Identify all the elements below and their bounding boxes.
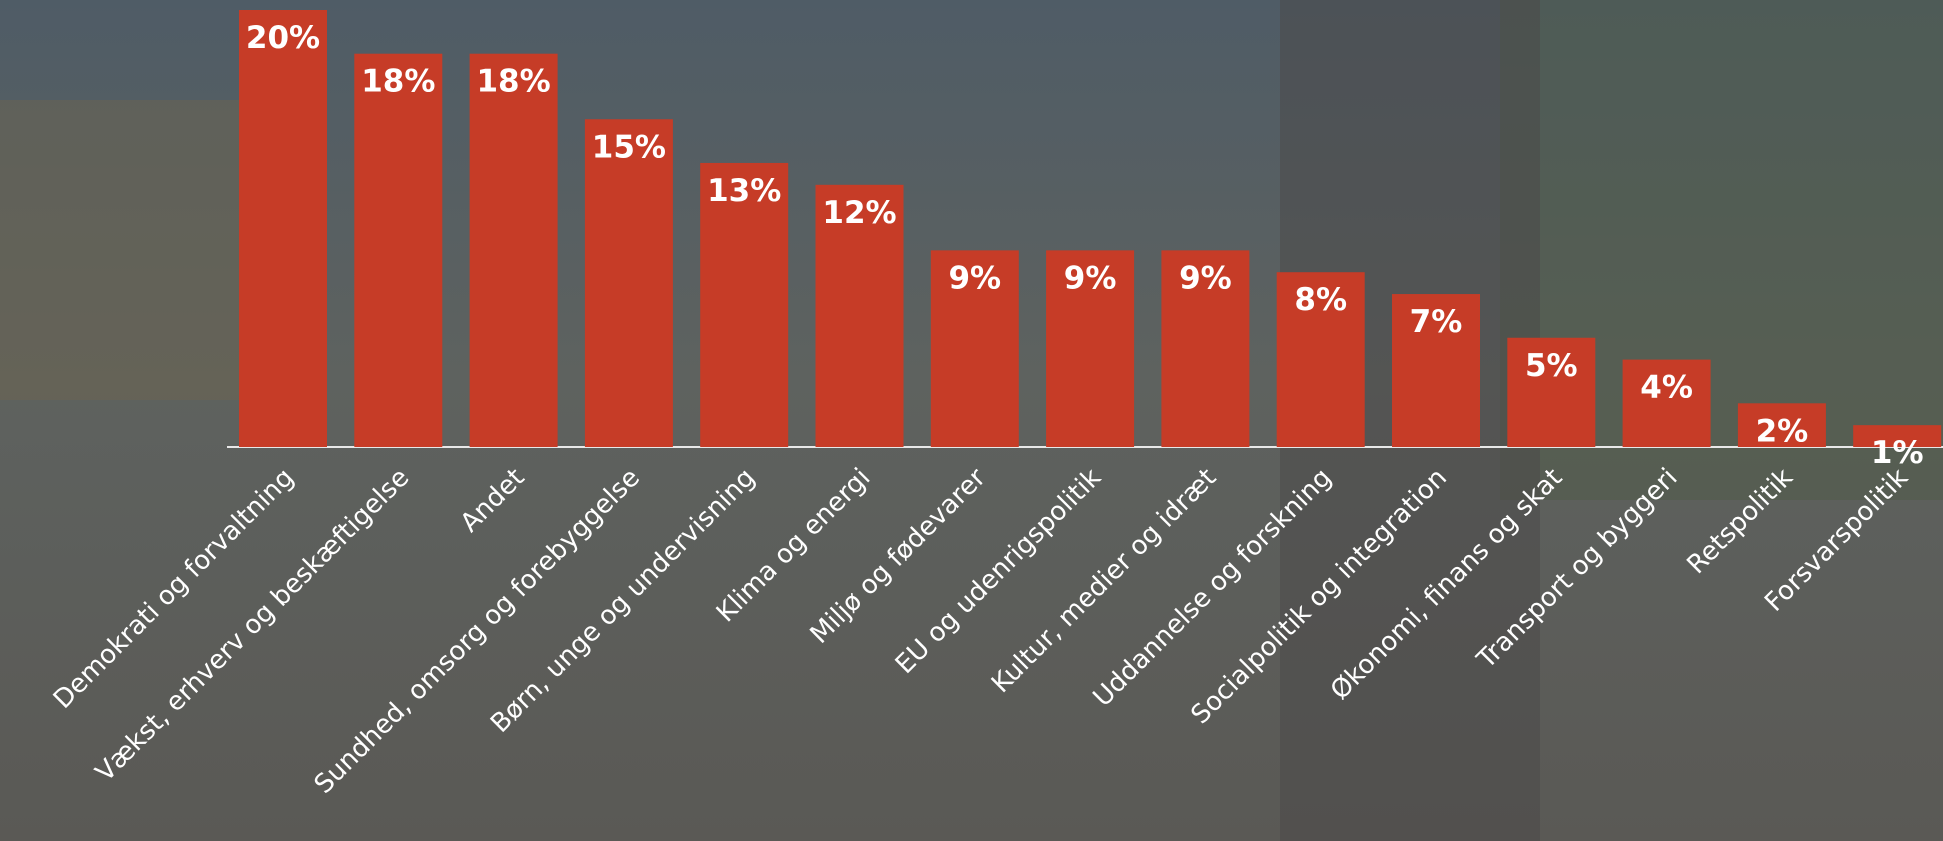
background-shape [0,100,260,400]
bar [1161,250,1250,447]
bar [1622,359,1711,447]
bar [239,10,327,447]
value-label: 20% [246,20,320,56]
value-label: 13% [707,173,781,209]
bar [1276,272,1365,447]
value-label: 5% [1525,348,1578,384]
bar [584,119,673,447]
value-label: 4% [1640,370,1693,406]
value-label: 7% [1410,304,1463,340]
bar [469,53,558,447]
value-label: 9% [948,260,1001,296]
bar [1507,337,1596,447]
bar [930,250,1019,447]
bar [815,184,904,448]
bar [1737,403,1826,447]
value-label: 12% [822,195,896,231]
value-label: 18% [361,64,435,100]
value-label: 15% [592,129,666,165]
bar [700,162,789,447]
bar [1853,425,1942,447]
bar [1046,250,1135,447]
value-label: 2% [1756,413,1809,449]
value-label: 9% [1064,260,1117,296]
value-label: 18% [476,64,550,100]
value-label: 1% [1871,435,1924,471]
value-label: 9% [1179,260,1232,296]
bar [1392,294,1480,447]
value-label: 8% [1294,282,1347,318]
bar [354,53,443,447]
